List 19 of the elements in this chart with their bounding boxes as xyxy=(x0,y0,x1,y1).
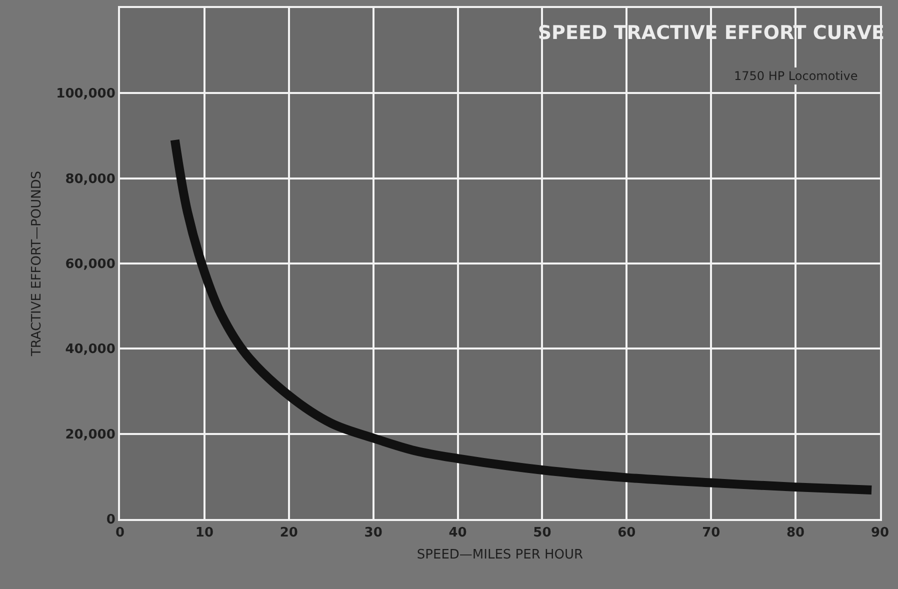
x-tick-label: 80 xyxy=(786,526,805,541)
x-tick-label: 20 xyxy=(280,526,298,541)
y-tick-label: 80,000 xyxy=(65,172,116,187)
x-tick-label: 0 xyxy=(115,526,125,541)
text: 1750 HP Locomotive xyxy=(734,69,858,83)
y-axis-title: TRACTIVE EFFORT—POUNDS xyxy=(30,170,45,358)
y-tick-label: 0 xyxy=(106,512,116,528)
x-tick-label: 40 xyxy=(448,526,467,541)
x-axis-title: SPEED—MILES PER HOUR xyxy=(416,548,584,563)
x-tick-label: 70 xyxy=(702,526,720,541)
x-tick-label: 90 xyxy=(870,526,890,541)
x-tick-label: 10 xyxy=(195,526,214,541)
y-tick-label: 100,000 xyxy=(56,86,116,102)
x-tick-label: 30 xyxy=(364,526,382,541)
x-tick-label: 50 xyxy=(533,526,552,541)
y-tick-label: 20,000 xyxy=(65,427,116,442)
y-tick-label: 40,000 xyxy=(65,342,116,358)
x-tick-label: 60 xyxy=(618,526,636,541)
y-tick-label: 60,000 xyxy=(65,257,116,272)
